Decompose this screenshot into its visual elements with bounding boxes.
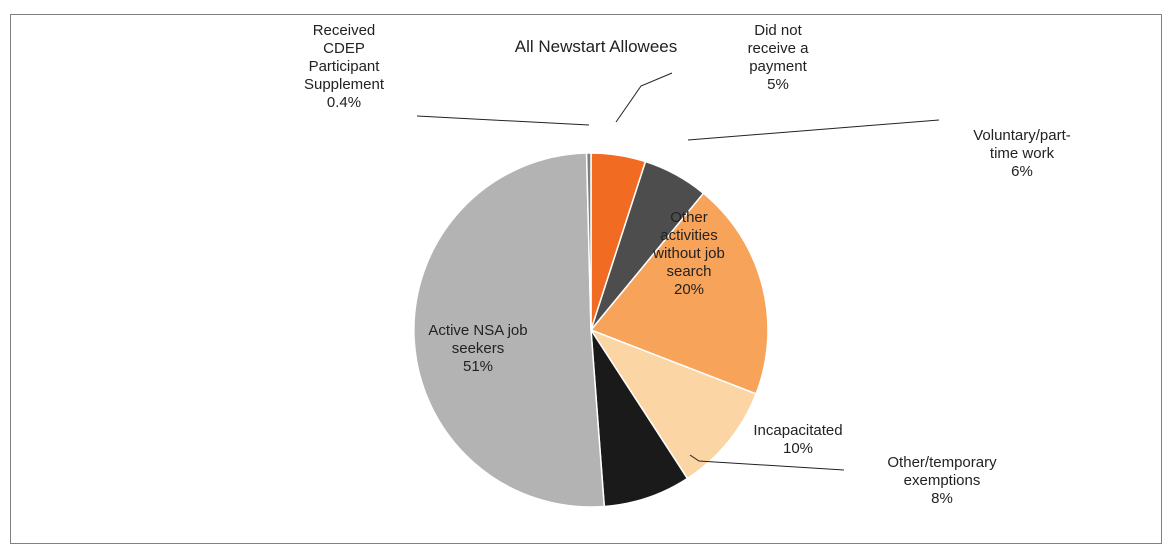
chart-title: All Newstart Allowees xyxy=(515,37,678,56)
slice-label-6: Received CDEP Participant Supplement 0.4% xyxy=(304,22,385,111)
slice-label-1: Voluntary/part-time work 6% xyxy=(973,127,1071,180)
slice-label-4: Other/temporary exemptions 8% xyxy=(887,454,997,507)
slice-label-5: Active NSA job seekers 51% xyxy=(428,322,527,375)
pie-slice-3 xyxy=(589,328,758,480)
slice-label-2: Other activities without job search 20% xyxy=(652,209,725,298)
slice-labels: Did not receive a payment 5% Voluntary/part-… xyxy=(304,22,1071,507)
pie-slice-2 xyxy=(589,192,769,395)
pie-slice-5 xyxy=(413,152,606,508)
pie-slice-6 xyxy=(585,152,592,331)
leader-line-1 xyxy=(687,119,940,141)
figure-caption-strip xyxy=(0,0,1172,6)
slice-label-3: Incapacitated 10% xyxy=(753,422,842,457)
slice-label-0: Did not receive a payment 5% xyxy=(748,22,810,93)
pie-slices xyxy=(413,152,769,508)
leader-line-0 xyxy=(615,72,673,123)
chart-frame: All Newstart Allowees Did not receive a pa… xyxy=(10,14,1162,544)
leader-line-6 xyxy=(416,115,590,126)
leader-lines xyxy=(416,72,940,471)
leader-line-4 xyxy=(689,454,845,471)
pie-chart: All Newstart Allowees Did not receive a pa… xyxy=(304,22,1071,508)
